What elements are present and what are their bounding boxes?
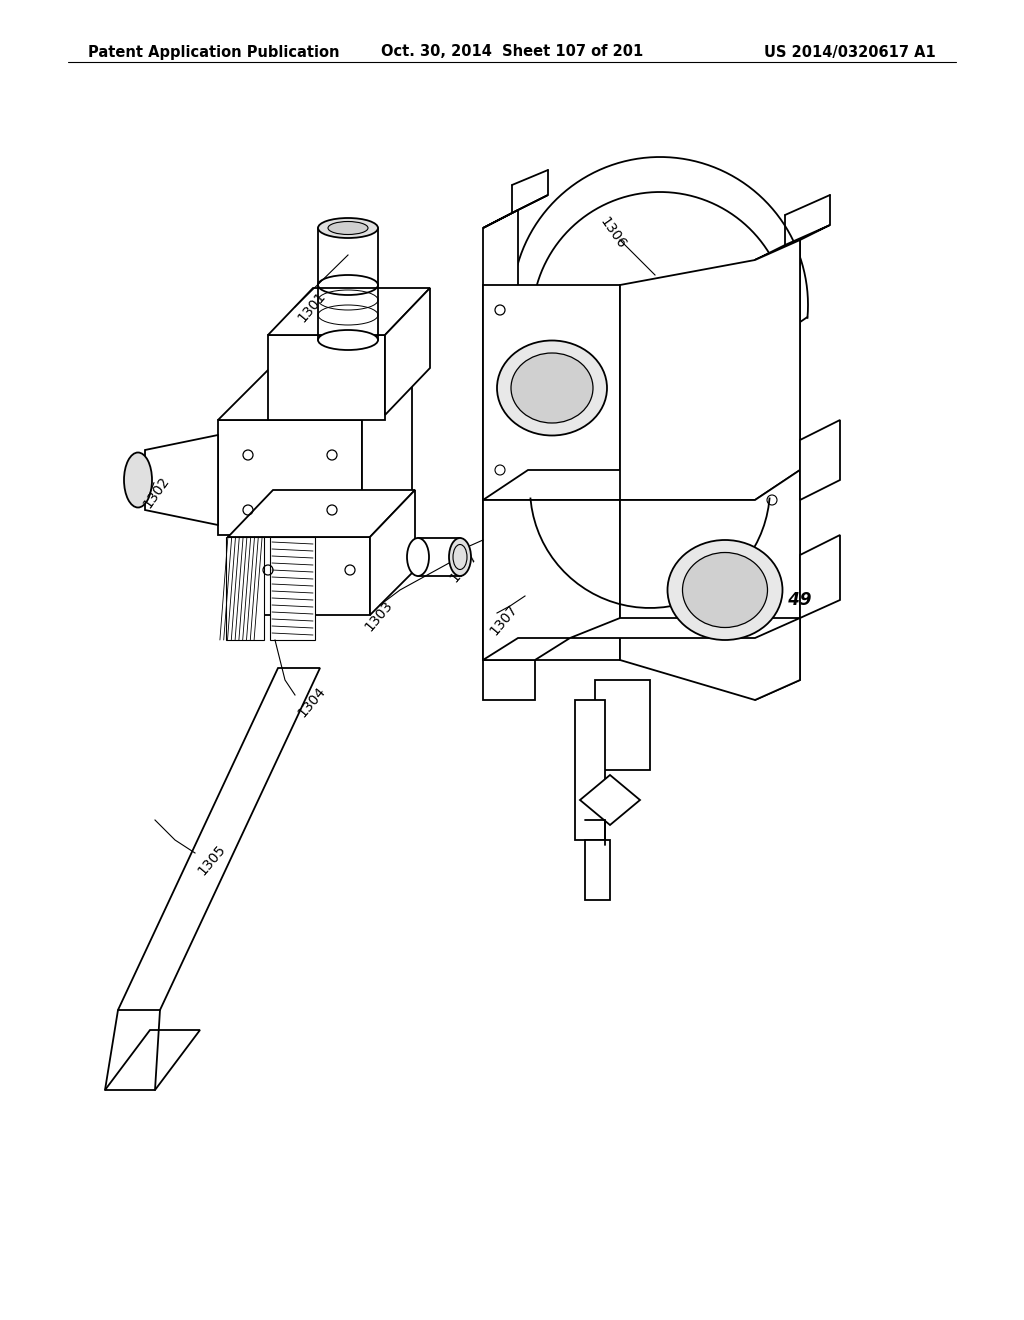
Text: 1302: 1302: [140, 474, 172, 511]
Polygon shape: [595, 680, 650, 770]
Polygon shape: [570, 618, 800, 638]
Ellipse shape: [328, 222, 368, 235]
Ellipse shape: [124, 453, 152, 507]
Polygon shape: [755, 224, 830, 260]
Ellipse shape: [449, 539, 471, 576]
Polygon shape: [483, 500, 620, 660]
Polygon shape: [483, 638, 570, 660]
Polygon shape: [370, 490, 415, 615]
Text: 1307: 1307: [447, 549, 480, 585]
Text: US 2014/0320617 A1: US 2014/0320617 A1: [764, 45, 936, 59]
Polygon shape: [218, 370, 412, 420]
Ellipse shape: [497, 341, 607, 436]
Ellipse shape: [683, 553, 768, 627]
Polygon shape: [362, 370, 412, 535]
Text: 1307: 1307: [487, 602, 520, 638]
Text: 1305: 1305: [195, 842, 228, 878]
Text: 1304: 1304: [295, 684, 329, 719]
Polygon shape: [483, 210, 518, 660]
Polygon shape: [270, 537, 315, 640]
Polygon shape: [483, 470, 800, 500]
Polygon shape: [755, 240, 800, 700]
Polygon shape: [483, 285, 620, 500]
Polygon shape: [483, 195, 548, 228]
Polygon shape: [585, 840, 610, 900]
Polygon shape: [580, 775, 640, 825]
Text: 1306: 1306: [597, 215, 629, 251]
Polygon shape: [620, 470, 800, 700]
Polygon shape: [228, 490, 415, 537]
Text: FIG. 49: FIG. 49: [745, 591, 811, 609]
Polygon shape: [385, 288, 430, 414]
Text: Oct. 30, 2014  Sheet 107 of 201: Oct. 30, 2014 Sheet 107 of 201: [381, 45, 643, 59]
Ellipse shape: [511, 352, 593, 422]
Ellipse shape: [318, 218, 378, 238]
Ellipse shape: [318, 330, 378, 350]
Polygon shape: [105, 1030, 200, 1090]
Text: Patent Application Publication: Patent Application Publication: [88, 45, 340, 59]
Polygon shape: [800, 420, 840, 500]
Polygon shape: [218, 420, 362, 535]
Ellipse shape: [407, 539, 429, 576]
Polygon shape: [268, 335, 385, 420]
Polygon shape: [145, 436, 218, 525]
Polygon shape: [800, 535, 840, 618]
Text: 1301: 1301: [295, 289, 329, 325]
Ellipse shape: [668, 540, 782, 640]
Text: 1303: 1303: [362, 598, 395, 634]
Polygon shape: [483, 660, 535, 700]
Polygon shape: [620, 240, 800, 500]
Polygon shape: [575, 700, 605, 840]
Polygon shape: [118, 668, 319, 1010]
Polygon shape: [268, 288, 430, 335]
Polygon shape: [226, 537, 264, 640]
Polygon shape: [228, 537, 370, 615]
